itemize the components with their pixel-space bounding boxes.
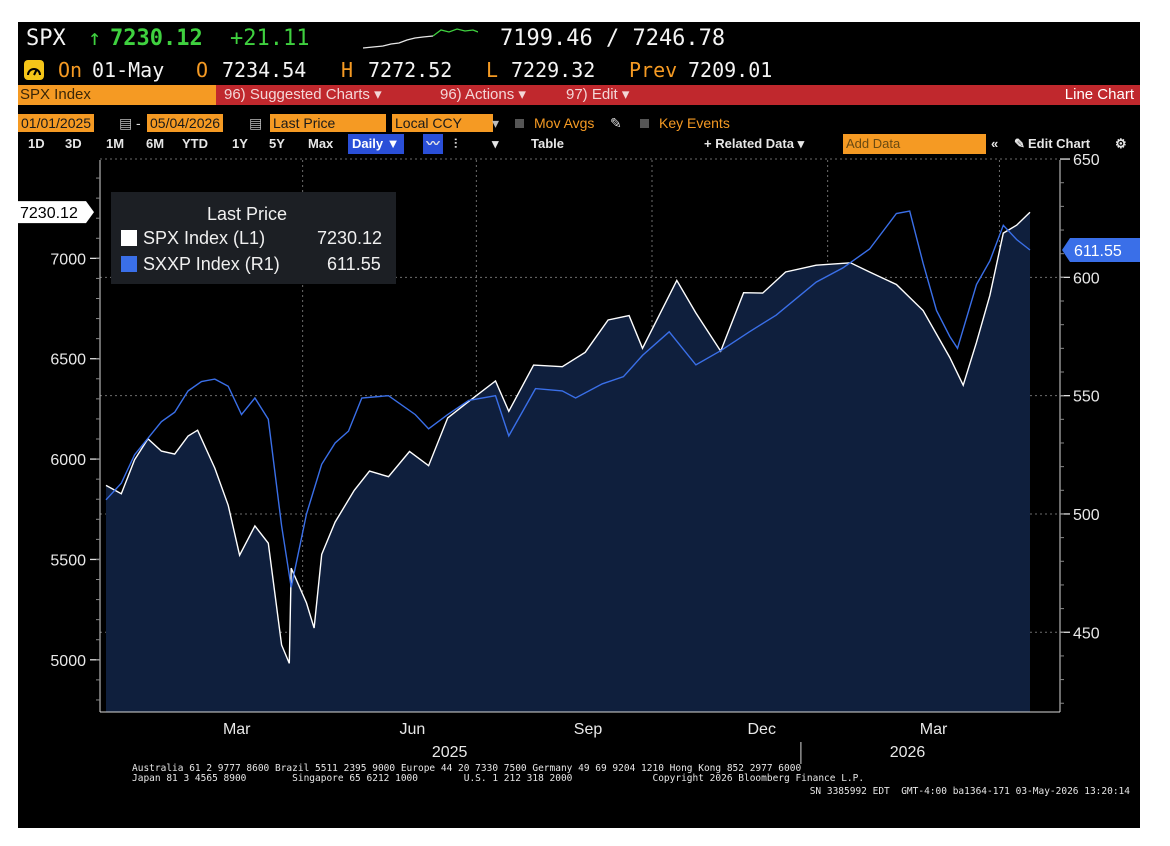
quote-date: 01-May (92, 58, 165, 82)
period-toolbar: 1D 3D 1M 6M YTD 1Y 5Y Max Daily ▼ 〰 ⫶ ▾ … (18, 134, 1140, 154)
on-label: On (58, 58, 83, 82)
footer-contacts-2: Japan 81 3 4565 8900 Singapore 65 6212 1… (132, 773, 865, 784)
gear-icon[interactable]: ⚙ (1115, 136, 1127, 151)
axes: 5000 5500 6000 6500 7000 450 500 550 600 650 Mar Ju… (18, 152, 1140, 764)
right-tick-label: 600 (1073, 270, 1100, 287)
pencil-icon[interactable]: ✎ (610, 115, 622, 131)
up-arrow-icon: ↑ (88, 26, 102, 51)
quote-detail-line: On 01-May O 7234.54 H 7272.52 L 7229.32 … (18, 56, 1140, 84)
period-ytd[interactable]: YTD (182, 136, 208, 151)
x-tick-label: Jun (399, 721, 425, 738)
pencil-icon[interactable]: ✎ (1014, 136, 1025, 151)
end-date-field[interactable]: 05/04/2026 (147, 114, 224, 132)
legend-swatch-spx (121, 230, 137, 246)
left-tick-label: 6500 (50, 352, 86, 369)
currency-selector[interactable]: Local CCY (392, 114, 493, 132)
key-events-label[interactable]: Key Events (659, 115, 730, 131)
date-separator: - (136, 115, 141, 131)
high-price: 7272.52 (368, 58, 453, 82)
x-tick-label: Sep (574, 721, 603, 738)
legend-title: Last Price (207, 204, 288, 224)
chevron-down-icon[interactable]: ▾ (492, 115, 500, 131)
period-1y[interactable]: 1Y (232, 136, 248, 151)
year-label: 2025 (432, 744, 468, 761)
field-selector[interactable]: Last Price (270, 114, 386, 132)
net-change: +21.11 (230, 26, 310, 51)
prev-label: Prev (629, 58, 678, 82)
mov-avgs-label[interactable]: Mov Avgs (534, 115, 595, 131)
edit-chart-button[interactable]: Edit Chart (1028, 136, 1091, 151)
day-range: 7199.46 / 7246.78 (500, 26, 726, 51)
legend-sxxp-value: 611.55 (327, 254, 381, 274)
right-tick-label: 450 (1073, 625, 1100, 642)
footer-session: SN 3385992 EDT GMT-4:00 ba1364-171 03-Ma… (809, 786, 1130, 797)
low-price: 7229.32 (511, 58, 596, 82)
spx-area-fill (106, 212, 1030, 712)
last-value-tag-left: 7230.12 (18, 201, 94, 224)
right-tick-label: 500 (1073, 507, 1100, 524)
chart-type-label: Line Chart (1064, 86, 1134, 103)
add-data-input[interactable]: Add Data (843, 134, 986, 154)
actions-menu[interactable]: 96) Actions ▾ (440, 86, 526, 103)
x-tick-label: Dec (748, 721, 776, 738)
high-label: H (341, 58, 354, 82)
period-max[interactable]: Max (308, 136, 334, 151)
calendar-icon[interactable]: ▤ (119, 115, 133, 131)
period-3d[interactable]: 3D (65, 136, 82, 151)
line-chart-icon[interactable]: 〰 (423, 134, 443, 154)
period-5y[interactable]: 5Y (269, 136, 285, 151)
legend[interactable]: Last Price SPX Index (L1) 7230.12 SXXP I… (111, 192, 396, 284)
low-label: L (486, 58, 499, 82)
last-value-tag-right: 611.55 (1062, 238, 1140, 263)
price-chart: 5000 5500 6000 6500 7000 450 500 550 600 650 Mar Ju… (18, 152, 1140, 764)
start-date-field[interactable]: 01/01/2025 (18, 114, 95, 132)
frequency-button[interactable]: Daily ▼ (348, 134, 404, 154)
candle-chart-icon[interactable]: ⫶ (454, 136, 458, 151)
right-tick-label: 650 (1073, 152, 1100, 169)
period-6m[interactable]: 6M (146, 136, 165, 151)
edit-menu[interactable]: 97) Edit ▾ (566, 86, 630, 103)
x-tick-label: Mar (920, 721, 948, 738)
legend-spx-name: SPX Index (L1) (143, 228, 266, 248)
chevron-down-icon[interactable]: ▾ (492, 136, 499, 151)
sxxp-line (105, 210, 1031, 588)
tag-shape (1062, 238, 1140, 263)
legend-sxxp-name: SXXP Index (R1) (143, 254, 280, 274)
tag-shape (18, 201, 94, 224)
quote-line: SPX ↑ 7230.12 +21.11 7199.46 / 7246.78 (18, 22, 1140, 56)
ticker[interactable]: SPX (26, 26, 66, 51)
menu-bar: SPX Index 96) Suggested Charts ▾ 96) Act… (18, 85, 1140, 105)
left-tick-label: 5500 (50, 552, 86, 569)
legend-spx-value: 7230.12 (317, 228, 383, 248)
key-events-checkbox[interactable] (640, 119, 649, 128)
x-tick-label: Mar (223, 721, 251, 738)
tag-text: 7230.12 (20, 205, 78, 222)
suggested-charts-menu[interactable]: 96) Suggested Charts ▾ (224, 86, 382, 103)
collapse-button[interactable]: « (991, 136, 999, 151)
table-button[interactable]: Table (531, 136, 564, 151)
spx-line (105, 211, 1031, 664)
prev-close: 7209.01 (688, 58, 773, 82)
chart-controls: 01/01/2025 ▤ - 05/04/2026 ▤ Last Price L… (18, 114, 1140, 132)
tag-text: 611.55 (1074, 243, 1122, 260)
left-tick-label: 7000 (50, 251, 86, 268)
related-data-button[interactable]: + Related Data ▾ (704, 136, 805, 151)
last-price: 7230.12 (110, 26, 203, 51)
footer-contacts-1: Australia 61 2 9777 8600 Brazil 5511 239… (132, 763, 802, 774)
period-1d[interactable]: 1D (28, 136, 45, 151)
speedometer-icon[interactable] (24, 60, 44, 80)
left-tick-label: 5000 (50, 653, 86, 670)
left-tick-label: 6000 (50, 452, 86, 469)
security-field[interactable]: SPX Index (18, 85, 216, 105)
mov-avgs-checkbox[interactable] (515, 119, 524, 128)
bloomberg-terminal: SPX ↑ 7230.12 +21.11 7199.46 / 7246.78 O… (18, 22, 1140, 828)
calendar-icon[interactable]: ▤ (249, 115, 263, 131)
period-1m[interactable]: 1M (106, 136, 125, 151)
right-tick-label: 550 (1073, 389, 1100, 406)
year-label: 2026 (890, 744, 926, 761)
sparkline-icon (363, 28, 478, 49)
open-label: O (196, 58, 209, 82)
open-price: 7234.54 (222, 58, 307, 82)
legend-swatch-sxxp (121, 256, 137, 272)
